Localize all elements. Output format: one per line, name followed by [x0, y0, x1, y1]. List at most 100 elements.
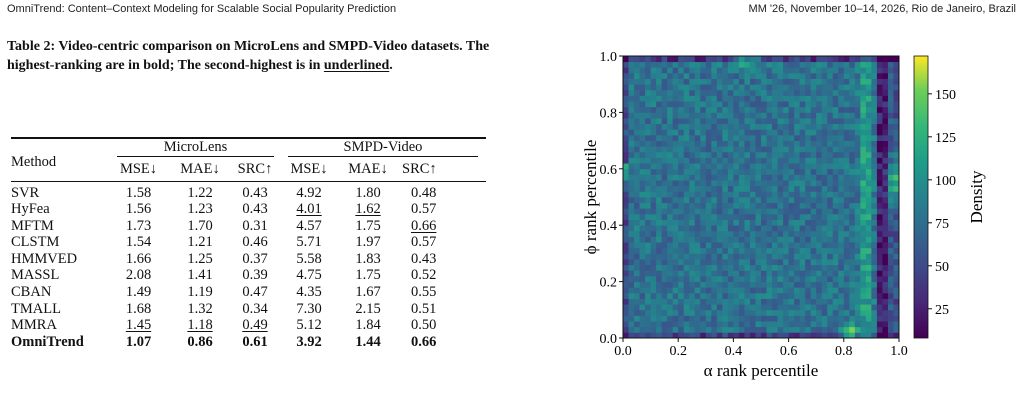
heatmap-cell: [871, 225, 878, 232]
heatmap-cell: [849, 225, 856, 232]
metric-value: 1.45: [125, 317, 152, 334]
method-name: SVR: [11, 184, 40, 201]
heatmap-cell: [805, 315, 812, 322]
heatmap-cell: [738, 236, 745, 243]
heatmap-cell: [738, 253, 745, 260]
heatmap-cell: [639, 174, 646, 181]
heatmap-cell: [711, 67, 718, 74]
heatmap-cell: [860, 185, 867, 192]
heatmap-cell: [882, 242, 889, 249]
heatmap-cell: [738, 95, 745, 102]
heatmap-cell: [783, 264, 789, 271]
heatmap-cell: [689, 72, 696, 79]
heatmap-cell: [700, 140, 707, 147]
heatmap-cell: [876, 151, 883, 158]
heatmap-cell: [722, 270, 729, 277]
heatmap-cell: [799, 292, 806, 299]
heatmap-cell: [749, 78, 756, 85]
heatmap-cell: [678, 287, 685, 294]
heatmap-cell: [716, 101, 723, 108]
heatmap-cell: [794, 163, 801, 170]
heatmap-cell: [656, 123, 663, 130]
running-header-venue: MM '26, November 10–14, 2026, Rio de Jan…: [748, 3, 1016, 15]
heatmap-cell: [871, 56, 878, 63]
heatmap-cell: [849, 309, 856, 316]
heatmap-cell: [716, 332, 723, 339]
heatmap-cell: [849, 106, 856, 113]
heatmap-cell: [623, 230, 629, 237]
heatmap-cell: [827, 89, 834, 96]
metric-value: 0.57: [411, 234, 437, 251]
heatmap-cell: [876, 101, 883, 108]
heatmap-cell: [810, 304, 817, 311]
heatmap-cell: [832, 275, 839, 282]
heatmap-cells: [623, 56, 900, 339]
heatmap-cell: [876, 270, 883, 277]
heatmap-cell: [777, 225, 784, 232]
heatmap-cell: [805, 140, 812, 147]
heatmap-cell: [821, 118, 828, 125]
metric-value: 1.68: [125, 300, 152, 317]
table-row: HMMVED 1.66 1.25 0.37 5.58 1.83 0.43: [11, 251, 486, 268]
heatmap-cell: [887, 84, 894, 91]
metric-cell: 1.80: [338, 181, 398, 201]
heatmap-cell: [838, 56, 845, 63]
heatmap-cell: [865, 332, 872, 339]
heatmap-cell: [827, 157, 834, 164]
metric-header: MSE↓: [290, 161, 328, 178]
heatmap-cell: [678, 208, 685, 215]
heatmap-cell: [810, 157, 817, 164]
heatmap-cell: [843, 287, 850, 294]
heatmap-cell: [843, 61, 850, 68]
heatmap-cell: [876, 174, 883, 181]
heatmap-cell: [843, 163, 850, 170]
heatmap-cell: [799, 281, 806, 288]
heatmap-cell: [854, 259, 861, 266]
heatmap-cell: [810, 270, 817, 277]
heatmap-cell: [661, 219, 668, 226]
heatmap-cell: [838, 157, 845, 164]
heatmap-cell: [854, 163, 861, 170]
heatmap-cell: [882, 264, 889, 271]
heatmap-cell: [744, 151, 751, 158]
heatmap-cell: [689, 168, 696, 175]
heatmap-cell: [623, 129, 629, 136]
heatmap-cell: [887, 281, 894, 288]
heatmap-cell: [727, 298, 734, 305]
heatmap-cell: [650, 321, 657, 328]
heatmap-cell: [761, 332, 767, 339]
heatmap-cell: [788, 236, 795, 243]
heatmap-cell: [650, 298, 657, 305]
heatmap-cell: [783, 270, 789, 277]
heatmap-cell: [860, 180, 867, 187]
heatmap-cell: [656, 118, 663, 125]
heatmap-cell: [783, 163, 789, 170]
heatmap-cell: [761, 146, 767, 153]
heatmap-cell: [755, 292, 762, 299]
heatmap-cell: [827, 326, 834, 333]
heatmap-cell: [744, 72, 751, 79]
heatmap-cell: [628, 326, 635, 333]
heatmap-cell: [733, 247, 740, 254]
heatmap-cell: [788, 67, 795, 74]
metric-value: 0.52: [411, 267, 437, 284]
heatmap-cell: [838, 315, 845, 322]
heatmap-cell: [865, 78, 872, 85]
metric-value: 1.19: [187, 284, 213, 301]
heatmap-cell: [722, 202, 729, 209]
heatmap-cell: [788, 101, 795, 108]
heatmap-cell: [761, 168, 767, 175]
heatmap-cell: [865, 242, 872, 249]
heatmap-cell: [805, 157, 812, 164]
heatmap-cell: [843, 84, 850, 91]
heatmap-cell: [667, 101, 674, 108]
heatmap-cell: [678, 197, 685, 204]
heatmap-cell: [700, 185, 707, 192]
heatmap-cell: [816, 197, 823, 204]
heatmap-cell: [716, 253, 723, 260]
heatmap-cell: [816, 56, 823, 63]
heatmap-cell: [799, 191, 806, 198]
heatmap-cell: [816, 259, 823, 266]
heatmap-cell: [634, 129, 640, 136]
heatmap-cell: [865, 123, 872, 130]
